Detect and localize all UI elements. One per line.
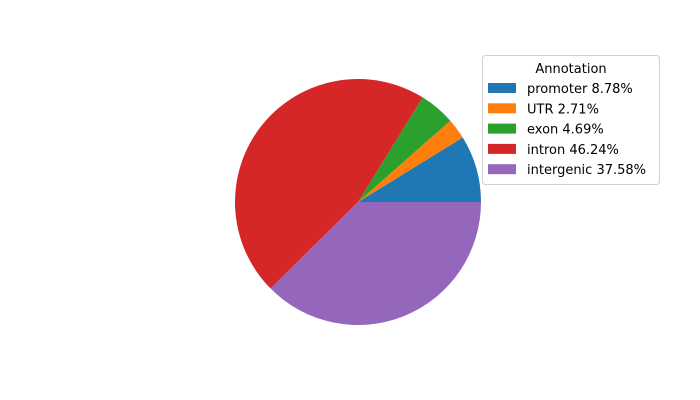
legend: Annotation promoter 8.78% UTR 2.71% exon 4…	[482, 55, 660, 185]
legend-frame	[482, 55, 660, 185]
legend-label: intergenic 37.58%	[527, 163, 646, 178]
legend-label: exon 4.69%	[527, 123, 604, 138]
pie-slice-intergenic	[270, 202, 481, 325]
legend-swatch	[488, 83, 516, 93]
pie-slice-utr	[358, 120, 463, 202]
legend-swatch	[488, 164, 516, 175]
pie-slices	[234, 79, 481, 325]
pie-slice-promoter	[358, 137, 481, 202]
legend-title: Annotation	[535, 62, 606, 77]
legend-swatch	[488, 123, 516, 134]
pie-slice-exon	[358, 97, 451, 202]
legend-label: intron 46.24%	[527, 143, 619, 158]
legend-swatch	[488, 143, 516, 154]
pie-slice-intron	[234, 79, 423, 289]
legend-label: promoter 8.78%	[527, 82, 633, 97]
legend-label: UTR 2.71%	[527, 102, 599, 117]
legend-swatch	[488, 103, 516, 114]
